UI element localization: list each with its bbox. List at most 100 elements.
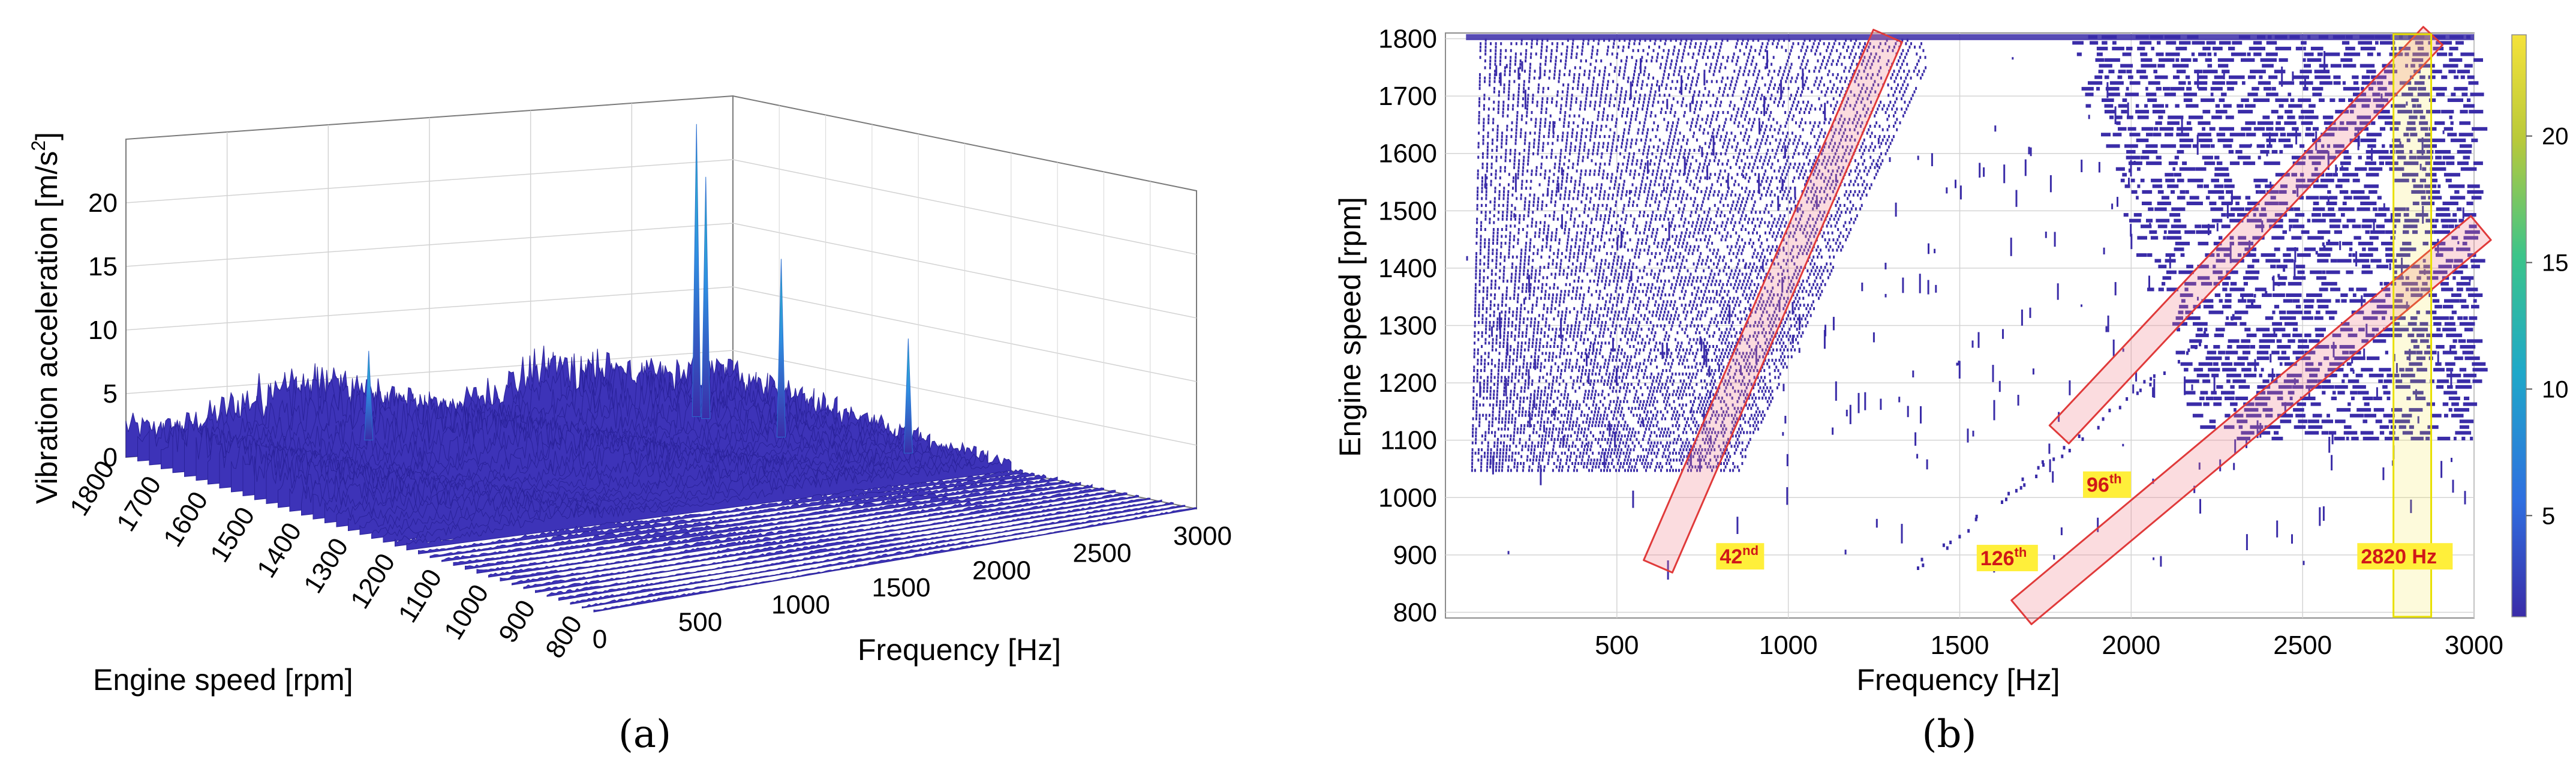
order-mark	[1492, 345, 1494, 348]
heat-cell	[2317, 52, 2323, 56]
order-mark	[1616, 280, 1619, 283]
order-mark	[1591, 241, 1594, 245]
heat-cell	[2425, 190, 2440, 194]
order-mark	[1493, 80, 1496, 83]
order-mark	[1543, 334, 1546, 338]
order-mark	[1514, 224, 1516, 228]
order-mark	[1676, 179, 1679, 183]
heat-cell	[2405, 276, 2409, 280]
heat-cell	[2156, 86, 2162, 91]
order-mark	[1559, 155, 1562, 159]
order-mark	[1491, 421, 1493, 424]
heat-cell	[2436, 52, 2448, 56]
order-mark	[1518, 372, 1520, 376]
order-mark	[1606, 118, 1609, 121]
order-mark	[1694, 46, 1696, 49]
heat-cell	[2308, 425, 2323, 429]
order-mark	[1595, 437, 1597, 441]
heat-cell	[2268, 373, 2276, 377]
order-mark	[1610, 272, 1612, 276]
order-mark	[1648, 190, 1650, 193]
order-mark	[1540, 166, 1543, 169]
order-mark	[1633, 296, 1635, 300]
order-mark	[1661, 241, 1664, 245]
heat-cell	[2186, 104, 2199, 108]
order-mark	[1620, 369, 1622, 373]
heat-cell	[2376, 224, 2385, 229]
order-mark	[1498, 462, 1501, 465]
heat-cell	[2439, 247, 2454, 251]
heat-cell	[2359, 253, 2373, 257]
order-mark	[1579, 269, 1581, 272]
heat-cell	[2230, 316, 2242, 320]
heat-cell	[2350, 190, 2365, 194]
order-mark	[1661, 245, 1663, 248]
order-mark	[1588, 290, 1589, 293]
order-mark	[1479, 56, 1481, 59]
heat-cell	[2243, 402, 2255, 406]
order-mark	[1634, 355, 1636, 359]
order-mark	[1645, 114, 1647, 118]
heat-cell	[2375, 41, 2379, 45]
heat-cell	[2168, 115, 2184, 119]
order-mark	[1574, 296, 1577, 300]
heat-cell	[2352, 293, 2356, 297]
order-mark	[1579, 183, 1580, 187]
heat-cell	[2378, 379, 2383, 383]
order-mark	[1612, 372, 1615, 376]
order-mark	[1485, 197, 1487, 200]
order-mark	[1599, 417, 1601, 421]
heat-cell	[2147, 98, 2157, 102]
order-mark	[1561, 90, 1564, 94]
heat-cell	[2373, 339, 2386, 343]
order-mark	[1521, 413, 1523, 417]
order-mark	[1634, 320, 1637, 324]
order-mark	[1574, 66, 1576, 70]
heat-cell	[2351, 310, 2364, 314]
order-mark	[1486, 293, 1489, 296]
order-mark	[1498, 90, 1500, 94]
heat-cell	[2342, 81, 2346, 85]
order-mark	[1593, 362, 1595, 365]
heat-cell	[2367, 52, 2373, 56]
order-mark	[1575, 317, 1577, 321]
heat-cell	[2297, 253, 2311, 257]
heat-cell	[2247, 218, 2262, 223]
heat-cell	[2214, 184, 2224, 188]
order-mark	[1580, 286, 1582, 290]
order-mark	[1538, 83, 1540, 87]
order-mark	[1495, 155, 1498, 159]
order-mark	[1603, 217, 1606, 221]
order-mark	[1666, 203, 1669, 207]
heat-cell	[2422, 281, 2428, 286]
heat-cell	[2371, 310, 2387, 314]
order-mark	[1646, 304, 1649, 307]
order-mark	[1598, 372, 1600, 376]
order-mark	[1549, 124, 1551, 128]
order-mark	[1481, 183, 1483, 187]
order-mark	[1479, 73, 1481, 76]
order-mark	[1542, 455, 1544, 458]
order-mark	[1533, 142, 1535, 145]
order-mark	[1658, 138, 1661, 142]
heat-cell	[2391, 104, 2406, 108]
order-mark	[1618, 421, 1620, 424]
order-mark	[1562, 173, 1564, 176]
heat-cell	[2334, 436, 2345, 440]
heat-cell	[2443, 127, 2453, 131]
order-mark	[1633, 73, 1635, 76]
heat-cell	[2349, 104, 2356, 108]
order-mark	[1485, 417, 1487, 421]
order-mark	[1577, 280, 1580, 283]
order-mark	[1592, 400, 1595, 403]
heat-cell	[2352, 178, 2360, 182]
heat-cell	[2307, 178, 2319, 182]
order-mark	[1548, 131, 1550, 135]
heat-cell	[2094, 75, 2103, 79]
order-mark	[1622, 372, 1625, 376]
order-mark	[1547, 434, 1550, 438]
order-mark	[1595, 266, 1598, 269]
order-mark	[1484, 431, 1487, 434]
heat-cell	[2339, 345, 2355, 349]
order-mark	[1553, 70, 1556, 73]
